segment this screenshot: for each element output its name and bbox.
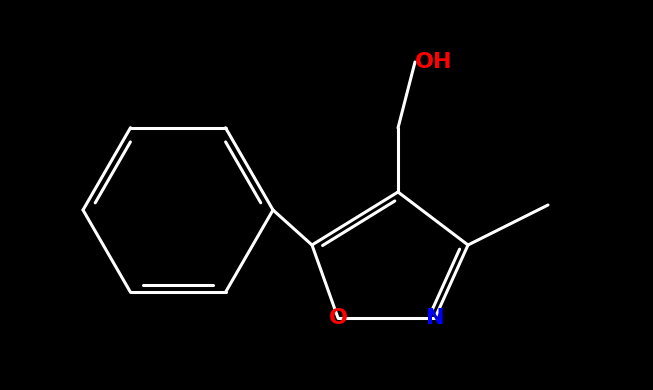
Text: N: N bbox=[426, 308, 444, 328]
Text: OH: OH bbox=[415, 52, 453, 72]
Text: O: O bbox=[328, 308, 347, 328]
